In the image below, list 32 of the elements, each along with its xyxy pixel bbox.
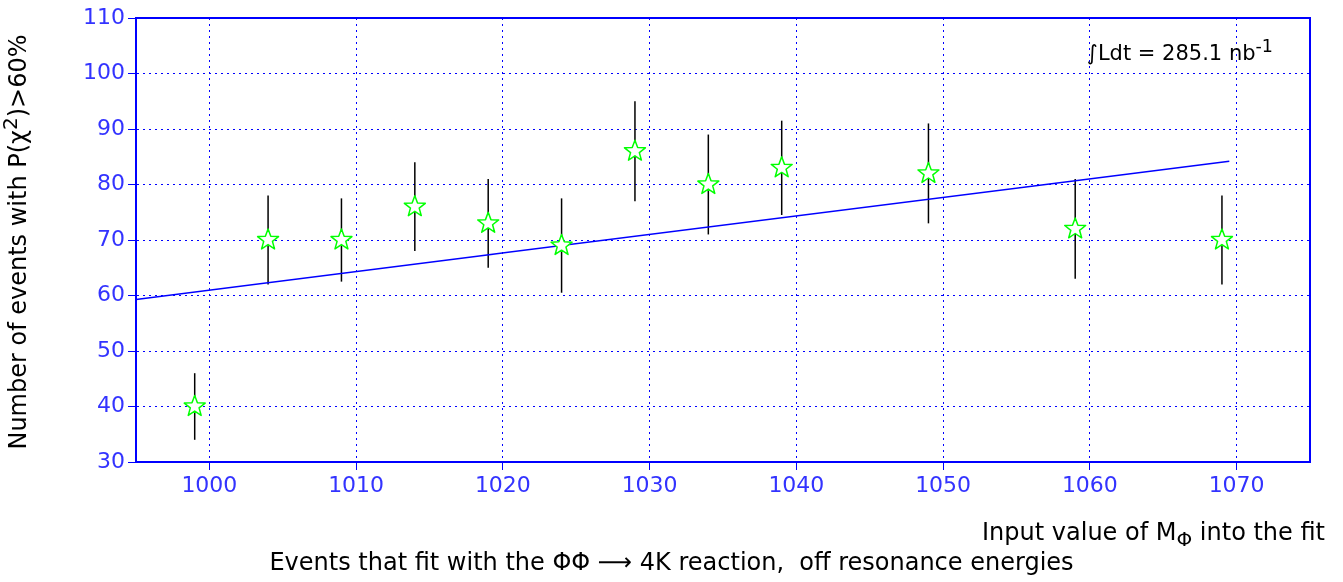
annotation: ∫Ldt = 285.1 nb$^{-1}$	[1086, 36, 1273, 65]
point	[1210, 228, 1234, 250]
point	[697, 172, 720, 195]
x-tick-label: 1010	[328, 471, 385, 497]
point	[183, 394, 206, 417]
y-tick-label: 70	[97, 225, 125, 251]
y-tick-label: 60	[97, 281, 125, 307]
x-tick-label: 1040	[768, 471, 825, 497]
y-tick-label: 90	[97, 114, 125, 140]
y-tick-label: 30	[97, 447, 125, 473]
point	[1063, 217, 1087, 239]
point	[256, 228, 280, 250]
point	[476, 211, 500, 233]
point	[917, 161, 940, 184]
y-tick-label: 110	[83, 3, 125, 29]
point	[770, 156, 793, 178]
text: Events that fit with the ΦΦ ⟶ 4K reaction, off resonance energies	[269, 548, 1074, 576]
y-tick-label: 50	[97, 336, 125, 362]
x-tick-label: 1030	[621, 471, 678, 497]
y-tick-label: 40	[97, 392, 125, 418]
y-tick-label: 100	[83, 59, 125, 85]
x-tick-label: 1000	[181, 471, 238, 497]
x-tick-label: 1050	[915, 471, 972, 497]
x-tick-label: 1060	[1061, 471, 1118, 497]
x-axis-title: Input value of M$_{Φ}$ into the fit	[982, 518, 1325, 551]
point	[330, 228, 353, 250]
point	[403, 194, 427, 217]
x-tick-label: 1020	[474, 471, 531, 497]
y-tick-label: 80	[97, 170, 125, 196]
x-tick-label: 1070	[1208, 471, 1265, 497]
point	[623, 139, 647, 161]
point	[550, 233, 573, 256]
